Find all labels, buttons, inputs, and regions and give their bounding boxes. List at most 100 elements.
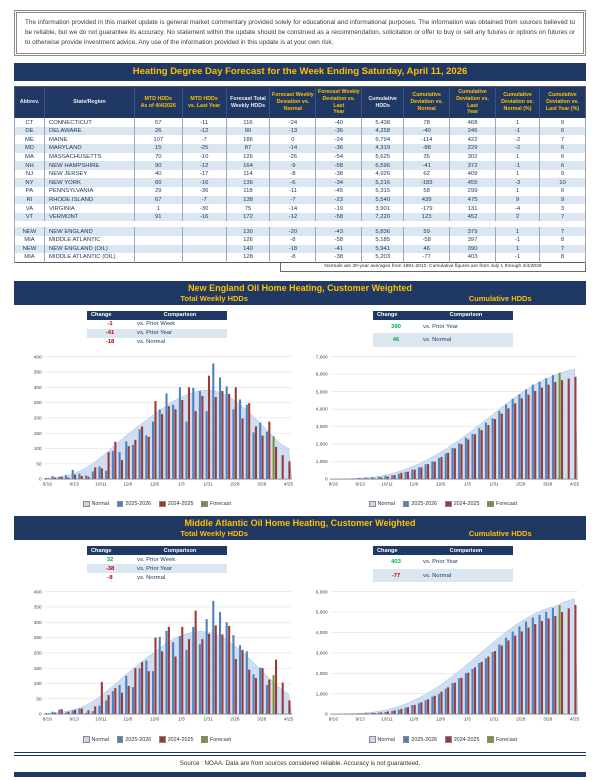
table-cell: -38 (315, 253, 363, 263)
bar (275, 659, 278, 715)
y-tick-label: 150 (34, 666, 42, 672)
table-cell: -6 (269, 178, 317, 188)
x-tick-label: 1/3 (464, 717, 471, 723)
table-cell: 452 (449, 212, 497, 222)
table-cell: 186 (225, 135, 271, 145)
bar (514, 635, 517, 715)
bar (417, 467, 421, 479)
bar (357, 477, 360, 479)
table-cell (181, 244, 227, 254)
table-cell: NJ (14, 169, 45, 179)
table-cell: 26 (133, 126, 183, 136)
bar (380, 712, 383, 715)
legend-item: 2024-2025 (445, 736, 479, 743)
bar (265, 685, 268, 715)
bar (534, 390, 537, 479)
bar (480, 662, 483, 715)
bar (504, 404, 508, 479)
bar (151, 421, 155, 479)
bar (100, 682, 103, 715)
bar (141, 426, 144, 479)
bar (198, 390, 201, 479)
bar (384, 475, 387, 479)
bar (87, 476, 90, 479)
table-cell: MD (14, 144, 45, 153)
table-cell: RHODE ISLAND (43, 195, 135, 205)
table-footnote: Normals are 30-year averages from 1981-2… (280, 262, 586, 272)
bar (100, 468, 103, 479)
table-cell: -14 (269, 204, 317, 213)
table-cell: 6 (538, 144, 587, 153)
table-cell: 302 (449, 152, 497, 162)
bar (207, 634, 211, 715)
bar (518, 626, 521, 715)
legend-item: 2025-2026 (402, 736, 437, 743)
table-cell: -9 (269, 161, 317, 170)
y-tick-label: 2,000 (316, 671, 328, 677)
change-value: -18 (105, 339, 115, 346)
weekly-hdd-chart: 0 50 100 150 200 250 300 350 400 8/16 9/13 10/11 11/… (34, 590, 294, 724)
bar (427, 463, 430, 479)
x-tick-label: 4/25 (284, 717, 294, 723)
bar (531, 384, 534, 479)
table-cell: -45 (315, 187, 363, 196)
bar (478, 663, 481, 715)
table-cell: 299 (449, 187, 497, 196)
comparison-label: vs. Prior Year (423, 323, 459, 330)
y-tick-label: 5,000 (316, 389, 328, 395)
table-cell: -7 (181, 135, 227, 145)
table-cell: 4,258 (361, 126, 405, 136)
change-tables-row: Change Comparison 32 vs. Prior Week -38 vs. P… (14, 546, 586, 583)
x-tick-label: 3/28 (543, 717, 553, 723)
subtitle-cumulative-hdds: Cumulative HDDs (468, 529, 532, 539)
bar (151, 671, 155, 715)
x-tick-label: 3/28 (257, 482, 267, 488)
charts-row: 0 50 100 150 200 250 300 350 400 8/16 9/13 10/11 11/… (14, 350, 586, 508)
bar (218, 377, 222, 479)
comparison-label: vs. Prior Week (137, 556, 176, 563)
column-header: MTD HDDs As of 4/4/2026 (133, 86, 183, 119)
bar (74, 474, 77, 479)
table-cell: -19 (315, 204, 363, 213)
bar (397, 473, 400, 479)
table-cell: 90 (133, 161, 183, 170)
table-cell: -17 (181, 169, 227, 179)
bar (172, 404, 175, 479)
bar (478, 427, 481, 479)
table-cell: 1 (495, 187, 540, 196)
table-cell: 455 (449, 178, 497, 188)
bar (165, 393, 168, 479)
table-cell: DE (14, 126, 45, 136)
mini-row: -77 vs. Normal (373, 568, 513, 583)
legend-swatch (116, 736, 124, 743)
hdd-table-head: Abbrev. State/Region MTD HDDs As of 4/4/20… (14, 86, 586, 119)
legend-item: 2025-2026 (116, 500, 151, 508)
section-title: Middle Atlantic Oil Home Heating, Custom… (184, 518, 416, 529)
bar (147, 436, 150, 479)
bar (127, 445, 130, 479)
bar (281, 454, 284, 479)
bar (451, 683, 454, 715)
column-header: Cumulative Deviation vs. Last Year (449, 86, 496, 119)
table-cell: -3 (495, 178, 540, 188)
bar (187, 639, 191, 715)
bar (545, 377, 548, 479)
x-tick-label: 2/28 (516, 717, 526, 723)
bar (125, 441, 128, 479)
bar (447, 452, 450, 479)
weekly-hdd-chart: 0 50 100 150 200 250 300 350 400 8/16 9/13 10/11 11/… (34, 354, 294, 488)
table-cell: 229 (449, 144, 497, 153)
change-value: 32 (106, 556, 114, 563)
table-cell: NEW ENGLAND (43, 227, 135, 236)
hdd-forecast-table: Abbrev. State/Region MTD HDDs As of 4/4/20… (14, 85, 587, 263)
y-tick-label: 3,000 (316, 651, 328, 657)
table-cell: 107 (133, 135, 183, 145)
table-cell: 0 (269, 135, 317, 145)
bar (511, 398, 514, 479)
bar (212, 601, 215, 715)
bar (437, 457, 441, 479)
table-cell: MIA (14, 253, 45, 263)
bar (265, 431, 268, 479)
table-cell: 6,596 (361, 161, 405, 170)
bar (107, 451, 110, 479)
